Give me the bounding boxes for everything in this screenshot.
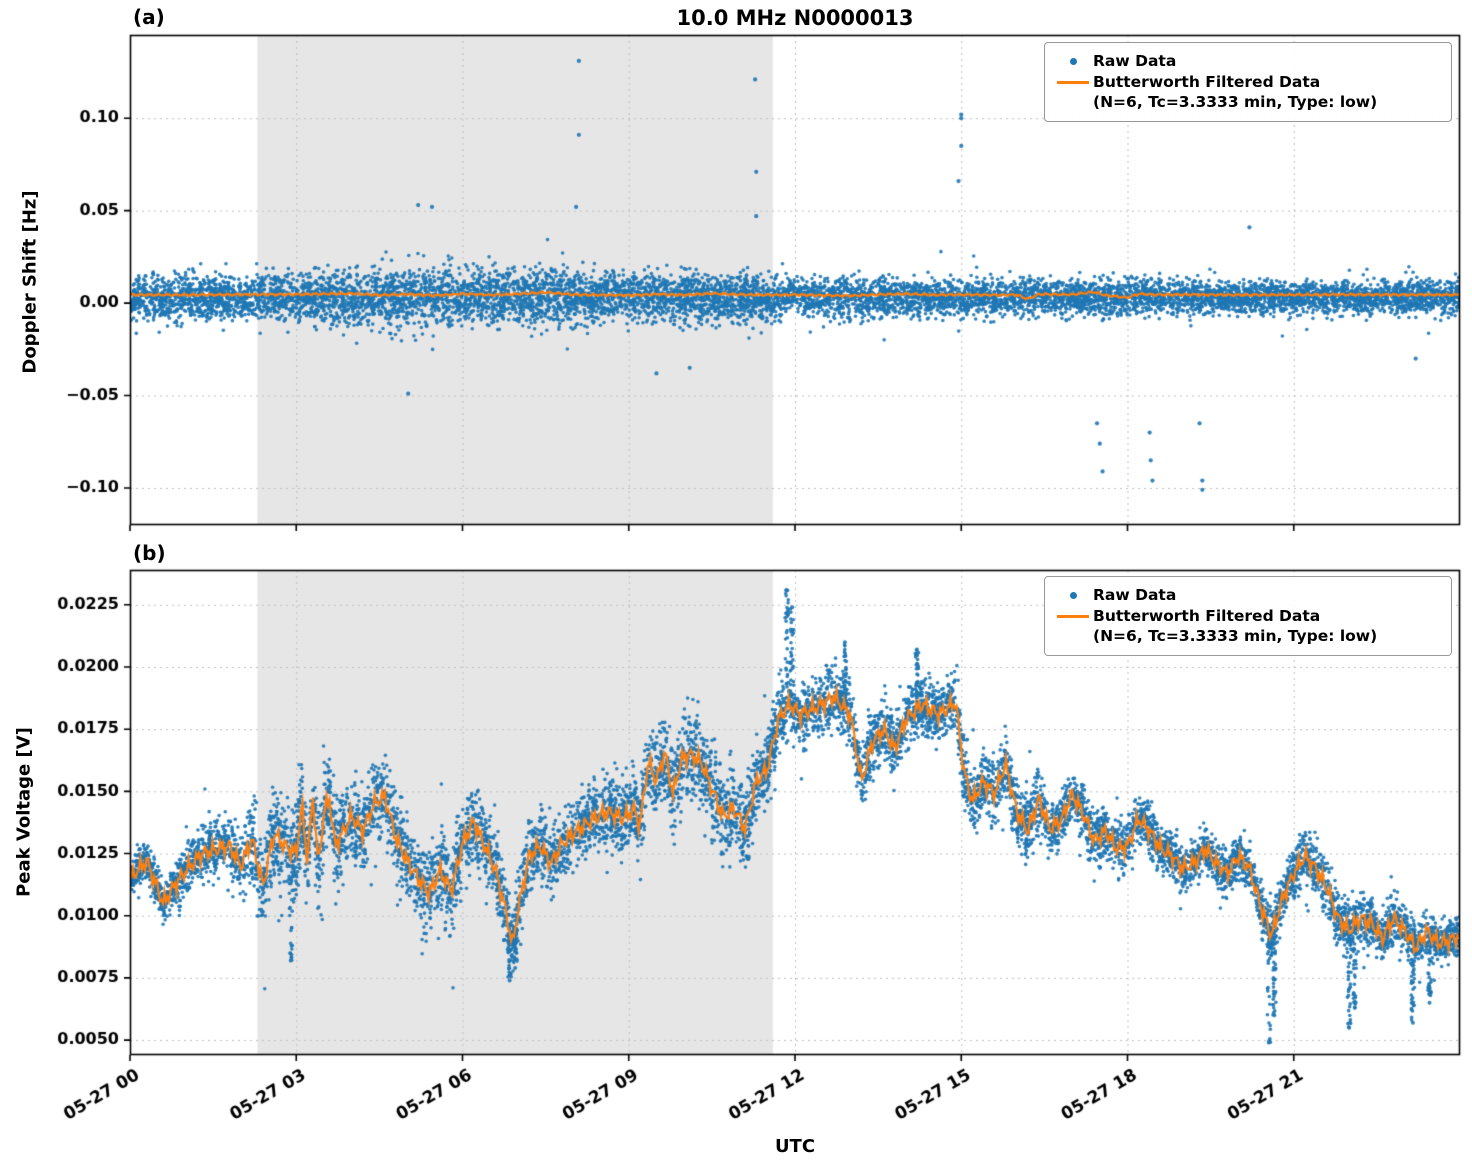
panel-b-label: (b) <box>133 541 166 565</box>
legend-filtered-entry: Butterworth Filtered Data (N=6, Tc=3.333… <box>1053 607 1441 646</box>
legend-raw-entry: Raw Data <box>1053 586 1441 605</box>
legend-raw-label: Raw Data <box>1093 52 1177 70</box>
filtered-line-marker-icon <box>1053 607 1093 626</box>
panel-a-label: (a) <box>133 5 165 29</box>
raw-data-marker-icon <box>1053 586 1093 605</box>
x-axis-label-utc: UTC <box>774 1136 816 1157</box>
filtered-line-marker-icon <box>1053 73 1093 92</box>
legend-filtered-entry: Butterworth Filtered Data (N=6, Tc=3.333… <box>1053 73 1441 112</box>
legend-filtered-label-line1: Butterworth Filtered Data <box>1093 73 1321 92</box>
legend-raw-label: Raw Data <box>1093 586 1177 604</box>
legend-filtered-label-line2: (N=6, Tc=3.3333 min, Type: low) <box>1093 626 1378 645</box>
y-axis-label-voltage: Peak Voltage [V] <box>13 727 35 897</box>
legend-filtered-label-line1: Butterworth Filtered Data <box>1093 607 1321 626</box>
legend-filtered-label-line2: (N=6, Tc=3.3333 min, Type: low) <box>1093 92 1378 111</box>
y-axis-label-doppler: Doppler Shift [Hz] <box>19 190 41 374</box>
legend-raw-entry: Raw Data <box>1053 52 1441 71</box>
legend-panel-b: Raw Data Butterworth Filtered Data (N=6,… <box>1044 576 1452 657</box>
legend-panel-a: Raw Data Butterworth Filtered Data (N=6,… <box>1044 42 1452 123</box>
chart-title: 10.0 MHz N0000013 <box>676 6 914 30</box>
raw-data-marker-icon <box>1053 52 1093 71</box>
